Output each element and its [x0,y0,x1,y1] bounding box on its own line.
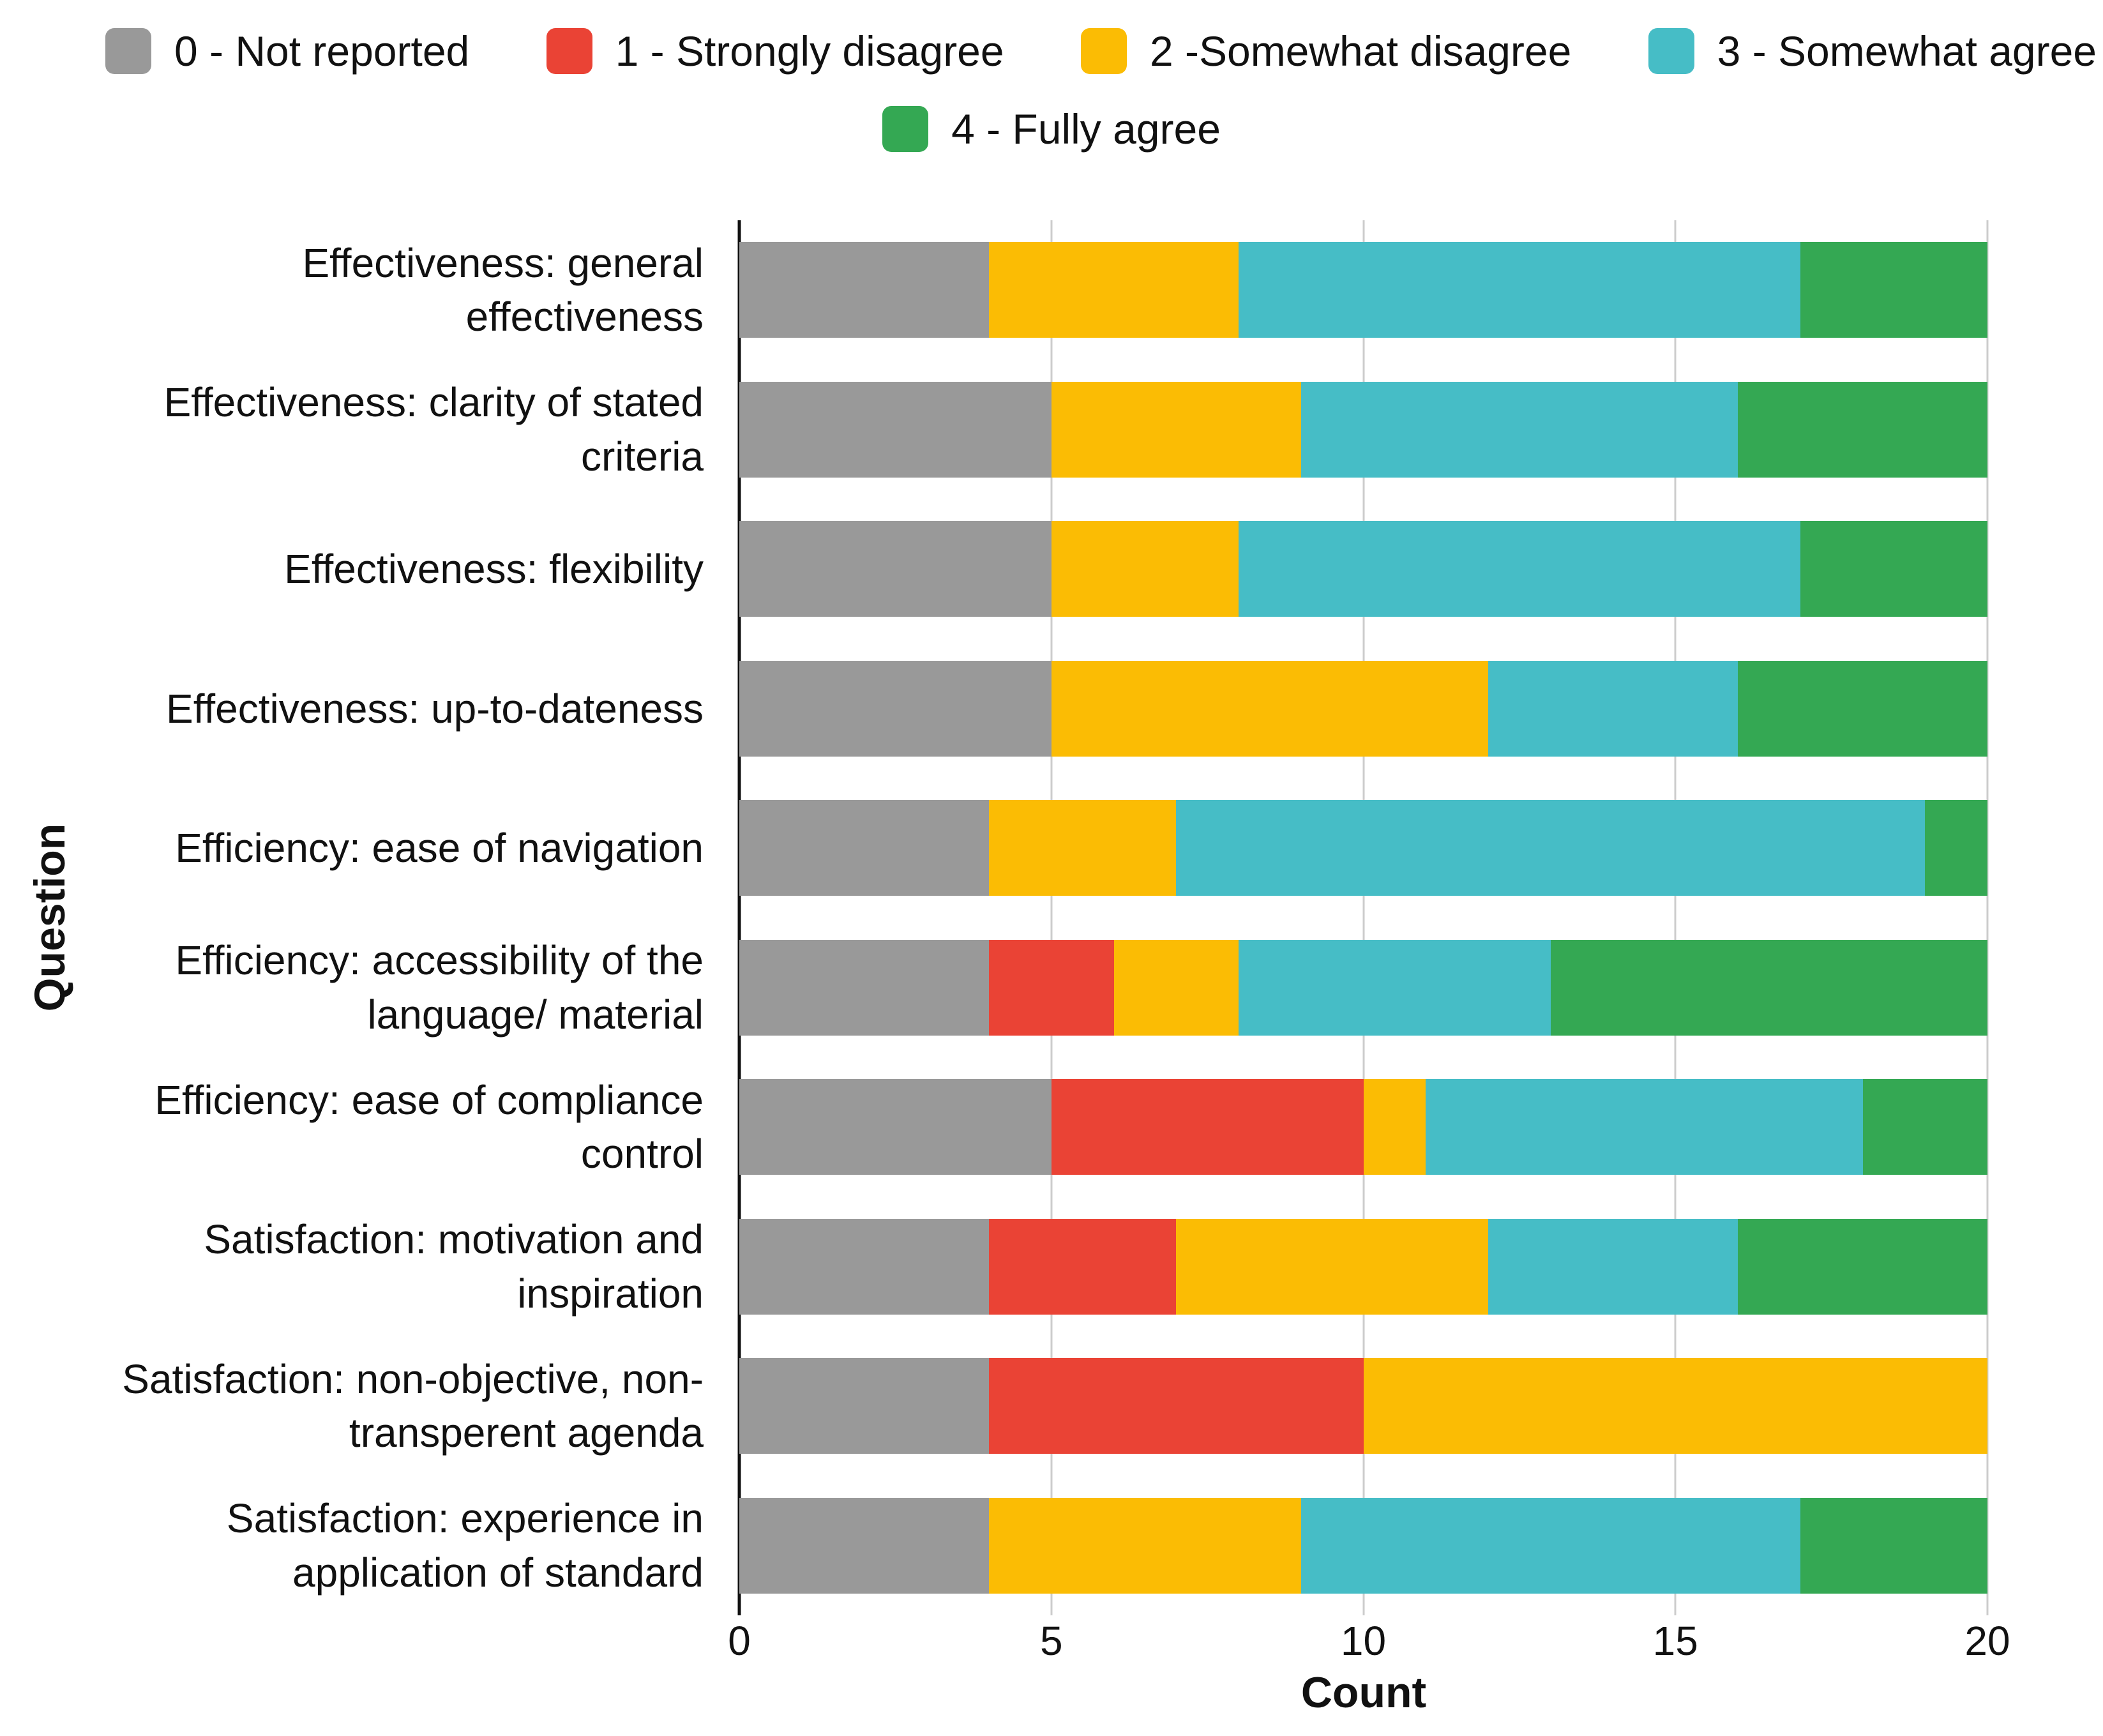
bar-segment [739,381,1052,478]
bars-container [739,220,1987,1615]
bar-segment [1862,1079,1987,1175]
bar-segment [1800,1497,1987,1594]
bar-segment [1300,381,1738,478]
bar-segment [1051,1079,1364,1175]
category-label: Effectiveness: flexibility [284,546,704,593]
category-label: Efficiency: ease of navigation [175,825,704,872]
bar-segment [1488,1218,1738,1315]
legend-swatch-icon [1080,28,1127,74]
bar-row [739,1218,1987,1315]
bar-segment [1488,660,1738,757]
bar-segment [739,1079,1052,1175]
legend-item: 1 - Strongly disagree [546,28,1004,74]
bar-segment [1239,939,1551,1036]
bar-row [739,521,1987,617]
bar-segment [989,939,1114,1036]
bar-segment [989,1218,1177,1315]
bar-row [739,660,1987,757]
bar-segment [1363,1079,1426,1175]
x-axis-ticks: 0 5 10 15 20 [728,1618,2010,1665]
bar-segment [1239,521,1800,617]
x-tick-label: 0 [728,1618,751,1664]
plot-area [737,220,1989,1615]
gridline [1986,220,1989,1615]
bar-row [739,1358,1987,1454]
bar-segment [739,1218,989,1315]
legend-label: 0 - Not reported [174,27,470,75]
bar-segment [989,1358,1364,1454]
bar-row [739,800,1987,896]
bar-segment [1925,800,1987,896]
bar-segment [1738,1218,1987,1315]
x-tick-label: 15 [1652,1618,1698,1664]
bar-segment [1300,1497,1800,1594]
category-label: Effectiveness: up-to-dateness [166,685,704,732]
bar-segment [1113,939,1239,1036]
bar-segment [989,1497,1301,1594]
bar-row [739,1497,1987,1594]
bar-segment [1426,1079,1863,1175]
bar-segment [989,800,1177,896]
bar-row [739,242,1987,338]
gridline [1050,220,1053,1615]
category-label: Effectiveness: general effectiveness [302,239,704,340]
bar-segment [739,242,989,338]
legend-label: 2 -Somewhat disagree [1149,27,1572,75]
bar-segment [1363,1358,1987,1454]
category-label: Satisfaction: experience in application … [226,1495,704,1596]
x-axis-title: Count [1300,1668,1427,1717]
legend-swatch-icon [105,28,151,74]
x-tick-label: 10 [1340,1618,1387,1664]
category-label: Effectiveness: clarity of stated criteri… [163,379,704,479]
bar-segment [1176,1218,1488,1315]
bar-row [739,1079,1987,1175]
bar-segment [1738,660,1987,757]
legend-swatch-icon [882,106,929,152]
bar-segment [1800,521,1987,617]
bar-segment [1550,939,1987,1036]
bar-segment [739,521,1052,617]
bar-segment [739,939,989,1036]
legend-item: 2 -Somewhat disagree [1080,27,1572,75]
x-tick-label: 20 [1964,1618,2010,1664]
bar-segment [1051,381,1301,478]
legend-item: 3 - Somewhat agree [1648,28,2097,74]
bar-row [739,381,1987,478]
y-axis-line [737,220,741,1615]
x-tick-label: 5 [1039,1618,1063,1664]
gridline [1362,220,1364,1615]
legend-item: 4 - Fully agree [882,106,1221,152]
bar-segment [739,1497,989,1594]
y-axis-title: Question [26,823,74,1012]
category-label-column: Effectiveness: general effectiveness Effe… [96,220,721,1615]
legend-label: 1 - Strongly disagree [615,27,1004,75]
bar-segment [1738,381,1987,478]
bar-segment [739,660,1052,757]
legend-swatch-icon [546,28,592,74]
legend-item: 0 - Not reported [105,28,469,74]
legend-swatch-icon [1648,28,1694,74]
category-label: Satisfaction: non-objective, non-transpe… [122,1355,704,1456]
bar-segment [1051,521,1239,617]
gridline [1674,220,1677,1615]
bar-segment [1176,800,1926,896]
legend-label: 4 - Fully agree [951,105,1221,153]
category-label: Efficiency: ease of compliance control [155,1076,704,1177]
bar-segment [1051,660,1488,757]
legend-row-2: 4 - Fully agree [0,96,2103,162]
bar-segment [739,800,989,896]
bar-segment [1800,242,1987,338]
category-label: Efficiency: accessibility of the languag… [175,937,704,1038]
bar-segment [1239,242,1800,338]
legend-label: 3 - Somewhat agree [1717,27,2097,75]
bar-row [739,939,1987,1036]
bar-segment [989,242,1239,338]
bar-segment [739,1358,989,1454]
legend-row-1: 0 - Not reported 1 - Strongly disagree 2 -… [105,18,2097,84]
category-label: Satisfaction: motivation and inspiration [204,1216,704,1317]
